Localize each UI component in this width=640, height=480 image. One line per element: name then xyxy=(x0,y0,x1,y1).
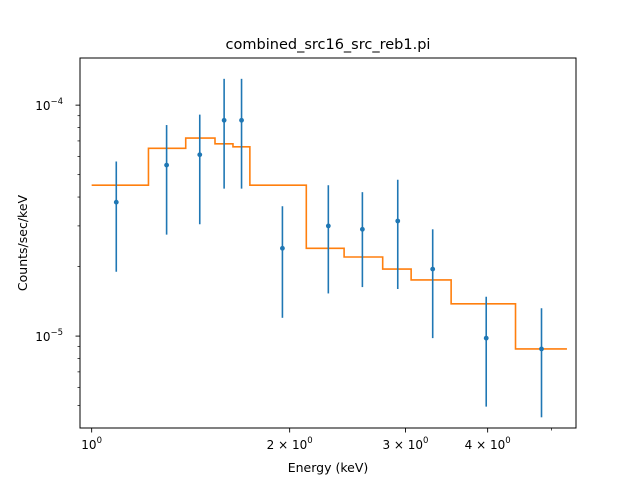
data-point xyxy=(539,346,544,352)
data-point xyxy=(197,152,203,158)
chart-title: combined_src16_src_reb1.pi xyxy=(226,37,431,53)
y-axis-label: Counts/sec/keV xyxy=(15,194,30,291)
data-point xyxy=(483,335,489,341)
x-tick-label: 2 × 100 xyxy=(267,436,313,452)
data-point xyxy=(395,218,401,224)
data-point xyxy=(325,223,331,229)
x-tick-label: 100 xyxy=(81,436,102,452)
y-tick-label: 10−4 xyxy=(35,97,63,113)
x-tick-label: 3 × 100 xyxy=(382,436,428,452)
data-point xyxy=(359,226,365,232)
data-point xyxy=(113,199,119,205)
data-point xyxy=(239,117,244,123)
x-axis-label: Energy (keV) xyxy=(288,460,369,475)
plot-frame xyxy=(79,57,577,429)
data-point xyxy=(430,266,436,272)
data-point xyxy=(280,245,285,251)
y-tick-label: 10−5 xyxy=(35,328,63,344)
axes: 100 2 × 100 3 × 100 4 × 100 10−4 10−5 xyxy=(35,97,552,452)
data-point xyxy=(164,162,170,168)
data-point xyxy=(221,117,227,123)
model-step-line xyxy=(91,137,567,350)
plot-area xyxy=(91,78,567,418)
x-tick-label: 4 × 100 xyxy=(465,436,511,452)
